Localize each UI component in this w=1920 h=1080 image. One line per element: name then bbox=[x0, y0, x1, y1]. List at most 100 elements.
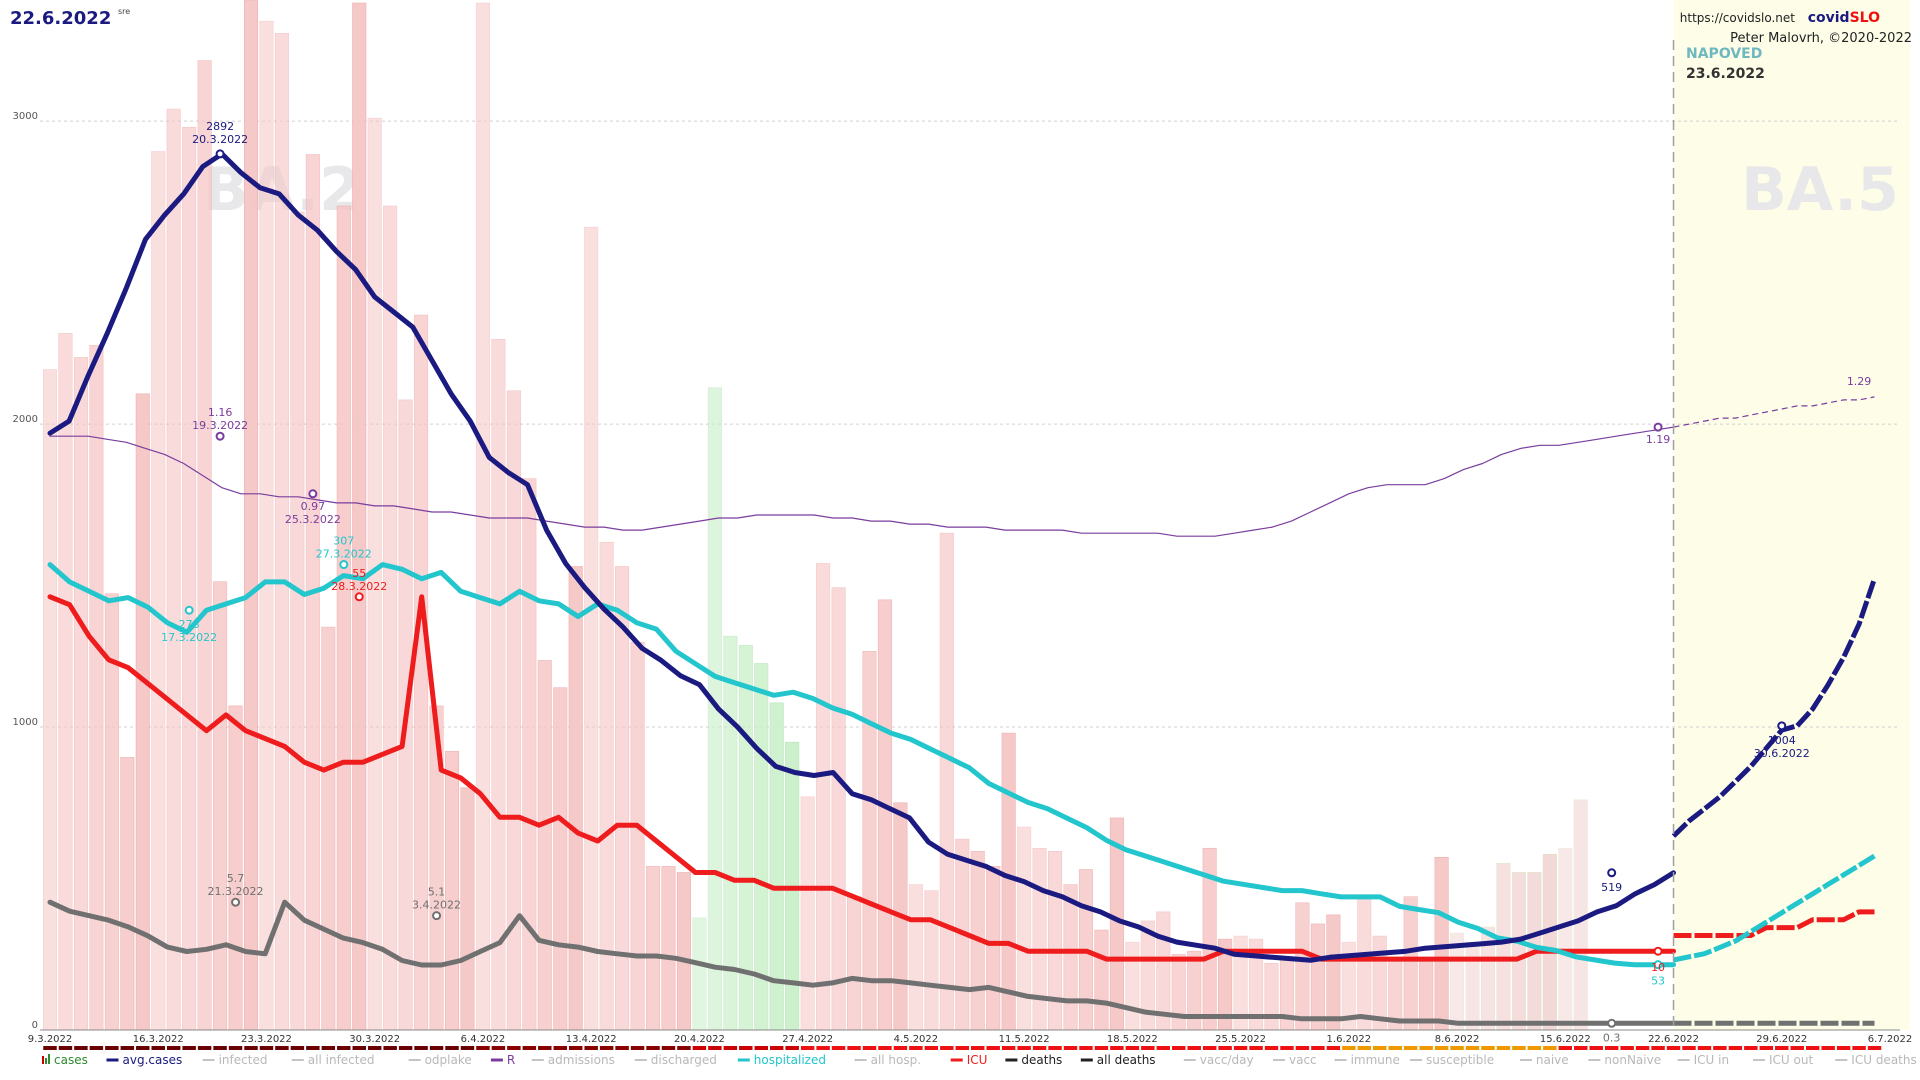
legend-item-nonnaive[interactable]: nonNaive bbox=[1588, 1053, 1661, 1067]
y-tick-label: 0 bbox=[32, 1020, 38, 1031]
status-strip-cell bbox=[1543, 1046, 1557, 1050]
status-strip-cell bbox=[1202, 1046, 1217, 1050]
site-url[interactable]: https://covidslo.net bbox=[1680, 11, 1796, 25]
legend-label: all hosp. bbox=[871, 1053, 921, 1067]
hospitalized-line-forecast bbox=[1672, 853, 1876, 963]
cases-bar bbox=[847, 896, 862, 1031]
y-tick-label: 1000 bbox=[13, 717, 38, 728]
legend-item-all-infected[interactable]: all infected bbox=[291, 1053, 375, 1067]
legend-item-immune[interactable]: immune bbox=[1334, 1053, 1400, 1067]
legend-item-vacc[interactable]: vacc bbox=[1273, 1053, 1317, 1067]
x-tick-label: 25.5.2022 bbox=[1215, 1034, 1266, 1045]
annotation-date: 20.3.2022 bbox=[192, 133, 248, 146]
cases-bar bbox=[42, 369, 58, 1031]
legend-label: vacc/day bbox=[1200, 1053, 1254, 1067]
x-tick-label: 11.5.2022 bbox=[999, 1034, 1050, 1045]
cases-bar bbox=[816, 563, 831, 1031]
status-strip-cell bbox=[1867, 1046, 1882, 1050]
legend-item-susceptible[interactable]: susceptible bbox=[1410, 1053, 1494, 1067]
legend-item-cases[interactable]: cases bbox=[42, 1053, 88, 1067]
legend-item-infected[interactable]: infected bbox=[202, 1053, 268, 1067]
cases-bar bbox=[58, 332, 73, 1031]
legend-item-r[interactable]: R bbox=[490, 1053, 515, 1067]
bar-chart-icon bbox=[45, 1058, 47, 1064]
status-strip-cell bbox=[228, 1046, 243, 1050]
status-strip-cell bbox=[1620, 1046, 1634, 1050]
status-strip-cell bbox=[1527, 1046, 1542, 1050]
cases-bar bbox=[228, 705, 243, 1031]
legend-label: ICU deaths bbox=[1851, 1053, 1916, 1067]
status-strip-cell bbox=[414, 1046, 428, 1050]
cases-bar bbox=[1511, 872, 1526, 1031]
status-strip-cell bbox=[1635, 1046, 1650, 1050]
legend-label: ICU out bbox=[1769, 1053, 1813, 1067]
status-strip-cell bbox=[955, 1046, 969, 1050]
annotation-value: 0.3 bbox=[1603, 1031, 1621, 1044]
status-strip-cell bbox=[1574, 1046, 1588, 1050]
legend-item-discharged[interactable]: discharged bbox=[634, 1053, 717, 1067]
legend-item-icu-out[interactable]: ICU out bbox=[1753, 1053, 1813, 1067]
cases-bar bbox=[1403, 896, 1418, 1031]
brand-logo: covidSLO bbox=[1808, 10, 1880, 26]
series-lines bbox=[47, 40, 1877, 1030]
annotation-value: 53 bbox=[1651, 975, 1665, 988]
legend-label: all infected bbox=[308, 1053, 375, 1067]
status-strip-cell bbox=[1465, 1046, 1480, 1050]
annotation-marker bbox=[215, 149, 225, 159]
status-strip-cell bbox=[1589, 1046, 1603, 1050]
legend-item-admissions[interactable]: admissions bbox=[531, 1053, 615, 1067]
status-strip-cell bbox=[847, 1046, 861, 1050]
status-strip-cell bbox=[1172, 1046, 1186, 1050]
avg-cases-line-forecast bbox=[1671, 577, 1877, 838]
status-strip-cell bbox=[893, 1046, 908, 1050]
status-strip-cell bbox=[1141, 1046, 1155, 1050]
cases-bar bbox=[1017, 826, 1032, 1031]
legend-item-avg-cases[interactable]: avg.cases bbox=[106, 1053, 183, 1067]
status-strip-cell bbox=[1233, 1046, 1248, 1050]
status-strip-cell bbox=[553, 1046, 567, 1050]
status-strip-cell bbox=[769, 1046, 784, 1050]
legend-item-deaths[interactable]: deaths bbox=[1005, 1053, 1062, 1067]
status-strip-cell bbox=[862, 1046, 877, 1050]
cases-bar bbox=[243, 0, 259, 1031]
cases-bar bbox=[661, 866, 676, 1031]
status-strip-cell bbox=[445, 1046, 459, 1050]
legend-item-hospitalized[interactable]: hospitalized bbox=[737, 1053, 826, 1067]
legend-item-vacc-day[interactable]: vacc/day bbox=[1183, 1053, 1254, 1067]
status-strip-cell bbox=[723, 1046, 738, 1050]
legend-item-all-deaths[interactable]: all deaths bbox=[1080, 1053, 1156, 1067]
legend-item-icu[interactable]: ICU bbox=[950, 1053, 988, 1067]
status-strip-cell bbox=[1682, 1046, 1696, 1050]
legend: cases avg.cases infected all infected odplak… bbox=[42, 1053, 1917, 1067]
status-strip-cell bbox=[213, 1046, 227, 1050]
legend-label: immune bbox=[1351, 1053, 1400, 1067]
legend-item-all-hosp-[interactable]: all hosp. bbox=[854, 1053, 921, 1067]
status-strip-cell bbox=[615, 1046, 629, 1050]
annotation-date: 27.3.2022 bbox=[316, 548, 372, 561]
status-strip-cell bbox=[290, 1046, 305, 1050]
legend-label: naive bbox=[1536, 1053, 1569, 1067]
legend-item-icu-in[interactable]: ICU in bbox=[1677, 1053, 1729, 1067]
status-strip-cell bbox=[1744, 1046, 1758, 1050]
legend-item-icu-deaths[interactable]: ICU deaths bbox=[1835, 1053, 1917, 1067]
legend-item-odplake[interactable]: odplake bbox=[408, 1053, 472, 1067]
cases-bar bbox=[73, 357, 88, 1031]
status-strip-cell bbox=[971, 1046, 985, 1050]
legend-label: hospitalized bbox=[754, 1053, 826, 1067]
legend-label: nonNaive bbox=[1604, 1053, 1661, 1067]
legend-label: odplake bbox=[425, 1053, 472, 1067]
cases-bar bbox=[537, 660, 552, 1031]
status-strip-cell bbox=[1558, 1046, 1573, 1050]
legend-label: admissions bbox=[548, 1053, 615, 1067]
status-strip-cell bbox=[244, 1046, 258, 1050]
status-strip-cell bbox=[429, 1046, 444, 1050]
annotation-date: 25.3.2022 bbox=[285, 513, 341, 526]
status-strip-cell bbox=[1280, 1046, 1294, 1050]
legend-item-naive[interactable]: naive bbox=[1519, 1053, 1569, 1067]
annotation-date: 19.3.2022 bbox=[192, 419, 248, 432]
status-strip-cell bbox=[1156, 1046, 1171, 1050]
cases-bar bbox=[1063, 884, 1078, 1031]
cases-bar bbox=[939, 532, 954, 1031]
r-line bbox=[49, 426, 1675, 537]
